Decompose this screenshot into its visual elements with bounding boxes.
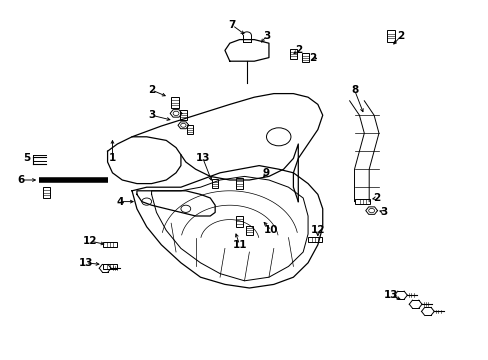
- Bar: [354, 199, 370, 204]
- Bar: [42, 187, 50, 198]
- Bar: [386, 30, 394, 42]
- Bar: [171, 97, 179, 108]
- Text: 9: 9: [263, 168, 269, 178]
- Text: 3: 3: [380, 207, 386, 217]
- Bar: [236, 179, 243, 189]
- Text: 2: 2: [372, 193, 379, 203]
- Text: 3: 3: [148, 110, 155, 120]
- Bar: [308, 237, 322, 242]
- Text: 7: 7: [228, 20, 236, 30]
- Text: 11: 11: [232, 240, 246, 250]
- Text: 13: 13: [195, 153, 210, 163]
- Bar: [236, 216, 243, 226]
- Bar: [180, 110, 186, 120]
- Bar: [103, 264, 117, 269]
- Text: 3: 3: [263, 31, 269, 41]
- Text: 2: 2: [148, 85, 155, 95]
- Bar: [211, 179, 218, 188]
- Text: 2: 2: [294, 45, 301, 55]
- Text: 2: 2: [309, 53, 316, 63]
- Text: 12: 12: [83, 236, 98, 246]
- Text: 5: 5: [23, 153, 30, 163]
- Bar: [302, 53, 308, 62]
- Text: 13: 13: [383, 290, 398, 300]
- Bar: [245, 226, 252, 235]
- Bar: [289, 49, 296, 59]
- Text: 6: 6: [17, 175, 24, 185]
- Text: 12: 12: [310, 225, 325, 235]
- Text: 2: 2: [397, 31, 404, 41]
- Bar: [103, 242, 117, 247]
- Text: 8: 8: [350, 85, 357, 95]
- Text: 4: 4: [116, 197, 123, 207]
- Text: 1: 1: [109, 153, 116, 163]
- Text: 13: 13: [78, 258, 93, 268]
- Bar: [186, 125, 193, 134]
- Text: 10: 10: [264, 225, 278, 235]
